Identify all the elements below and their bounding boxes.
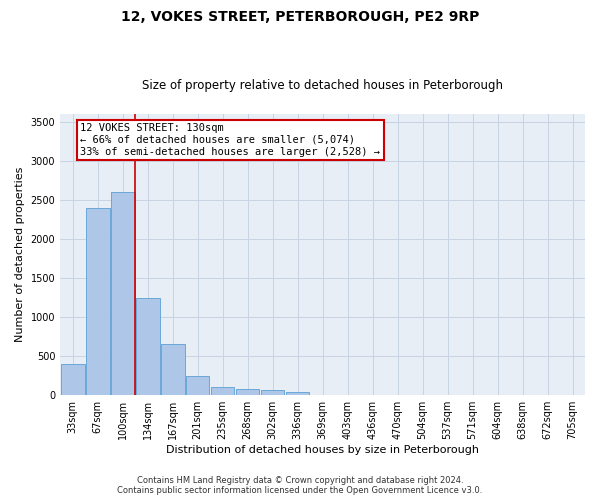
Text: Contains HM Land Registry data © Crown copyright and database right 2024.
Contai: Contains HM Land Registry data © Crown c…: [118, 476, 482, 495]
Y-axis label: Number of detached properties: Number of detached properties: [15, 167, 25, 342]
Title: Size of property relative to detached houses in Peterborough: Size of property relative to detached ho…: [142, 79, 503, 92]
X-axis label: Distribution of detached houses by size in Peterborough: Distribution of detached houses by size …: [166, 445, 479, 455]
Bar: [111, 192, 134, 395]
Bar: [61, 364, 85, 395]
Bar: [211, 388, 235, 395]
Bar: [186, 376, 209, 395]
Bar: [86, 208, 110, 395]
Bar: [236, 390, 259, 395]
Bar: [286, 392, 310, 395]
Bar: [136, 298, 160, 395]
Bar: [161, 344, 185, 395]
Bar: [261, 390, 284, 395]
Text: 12, VOKES STREET, PETERBOROUGH, PE2 9RP: 12, VOKES STREET, PETERBOROUGH, PE2 9RP: [121, 10, 479, 24]
Text: 12 VOKES STREET: 130sqm
← 66% of detached houses are smaller (5,074)
33% of semi: 12 VOKES STREET: 130sqm ← 66% of detache…: [80, 124, 380, 156]
